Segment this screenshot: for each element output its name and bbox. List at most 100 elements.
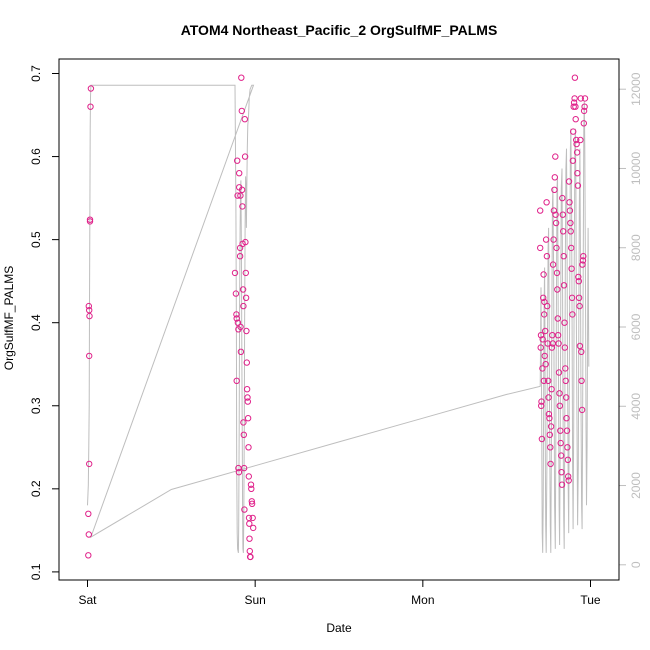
right-axis-tick-label: 12000 <box>629 72 643 106</box>
x-tick-label: Sun <box>244 593 265 607</box>
data-point <box>240 431 248 438</box>
data-point <box>566 199 573 206</box>
data-point <box>563 427 571 434</box>
data-point <box>236 170 243 177</box>
data-point <box>550 207 558 214</box>
data-point <box>248 498 256 505</box>
data-point <box>547 444 554 451</box>
data-point <box>551 174 558 181</box>
data-point <box>569 157 577 164</box>
data-point <box>242 238 249 246</box>
data-point <box>239 203 246 210</box>
right-axis-tick-label: 10000 <box>629 151 643 185</box>
data-point <box>576 302 583 310</box>
data-point <box>85 510 92 517</box>
data-point <box>569 311 576 318</box>
data-point <box>571 74 579 81</box>
data-point <box>243 386 251 393</box>
data-point <box>539 365 546 372</box>
data-point <box>575 273 582 281</box>
data-point <box>565 473 572 480</box>
data-point <box>241 153 249 160</box>
data-point <box>86 312 93 320</box>
data-point <box>570 99 578 106</box>
right-axis-tick-label: 6000 <box>629 313 643 340</box>
data-point <box>557 427 564 434</box>
data-point <box>578 348 585 355</box>
chart-title: ATOM4 Northeast_Pacific_2 OrgSulfMF_PALM… <box>181 22 498 38</box>
data-point <box>544 302 551 310</box>
data-point <box>244 394 251 401</box>
data-point <box>552 211 559 218</box>
data-point <box>545 394 552 401</box>
data-point <box>85 531 93 538</box>
y-tick-label: 0.1 <box>29 563 43 580</box>
data-point <box>246 520 253 527</box>
data-point <box>568 265 575 272</box>
data-point <box>581 95 589 102</box>
data-point <box>573 149 581 156</box>
data-point <box>554 286 561 293</box>
data-point <box>546 431 553 438</box>
y-tick-label: 0.6 <box>29 148 43 165</box>
data-point <box>580 120 587 127</box>
data-point <box>579 257 587 264</box>
data-point <box>241 506 248 513</box>
y-tick-label: 0.2 <box>29 480 43 497</box>
data-point <box>231 269 239 277</box>
data-point <box>242 269 250 277</box>
data-point <box>87 85 95 92</box>
data-point <box>551 186 558 194</box>
data-point <box>246 547 254 555</box>
data-point <box>240 302 247 310</box>
data-point <box>560 228 567 235</box>
data-point <box>248 500 256 507</box>
data-point <box>240 419 247 426</box>
altitude-series <box>87 84 590 553</box>
data-point <box>247 481 255 488</box>
data-point <box>548 386 555 393</box>
data-point <box>545 377 552 384</box>
data-point <box>241 116 249 123</box>
data-point <box>567 228 574 235</box>
data-point <box>541 311 548 318</box>
altitude-line <box>87 84 590 553</box>
data-point <box>563 415 570 422</box>
y-axis-label: OrgSulfMF_PALMS <box>2 266 16 370</box>
data-point <box>565 178 573 185</box>
data-point <box>557 439 564 447</box>
data-point <box>566 207 574 214</box>
data-point <box>573 136 580 144</box>
data-point <box>567 219 574 227</box>
data-point <box>86 307 93 314</box>
right-axis-tick-label: 4000 <box>629 393 643 420</box>
data-point <box>581 103 588 110</box>
data-point <box>564 444 571 451</box>
data-point <box>570 128 577 135</box>
data-point <box>556 402 563 409</box>
data-point <box>245 444 252 451</box>
data-point <box>549 261 557 268</box>
y-tick-label: 0.4 <box>29 314 43 331</box>
data-point <box>244 398 252 405</box>
data-point <box>579 261 586 268</box>
data-point <box>580 253 587 260</box>
right-axis-tick-label: 0 <box>629 561 643 568</box>
data-point <box>249 514 256 522</box>
data-point <box>538 402 545 409</box>
data-point <box>235 469 243 476</box>
data-point <box>545 410 553 418</box>
data-point <box>540 294 547 301</box>
data-point <box>560 282 568 289</box>
y-tick-label: 0.7 <box>29 65 43 82</box>
data-point <box>237 348 245 355</box>
data-point <box>553 269 561 277</box>
data-point <box>238 74 245 81</box>
data-point <box>234 157 241 164</box>
data-point <box>561 319 568 326</box>
data-point <box>537 344 544 351</box>
data-point <box>568 294 576 301</box>
data-point <box>237 323 244 331</box>
data-point <box>574 182 582 189</box>
